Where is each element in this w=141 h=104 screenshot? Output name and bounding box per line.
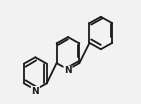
Text: N: N	[64, 66, 72, 76]
Text: N: N	[31, 87, 39, 96]
